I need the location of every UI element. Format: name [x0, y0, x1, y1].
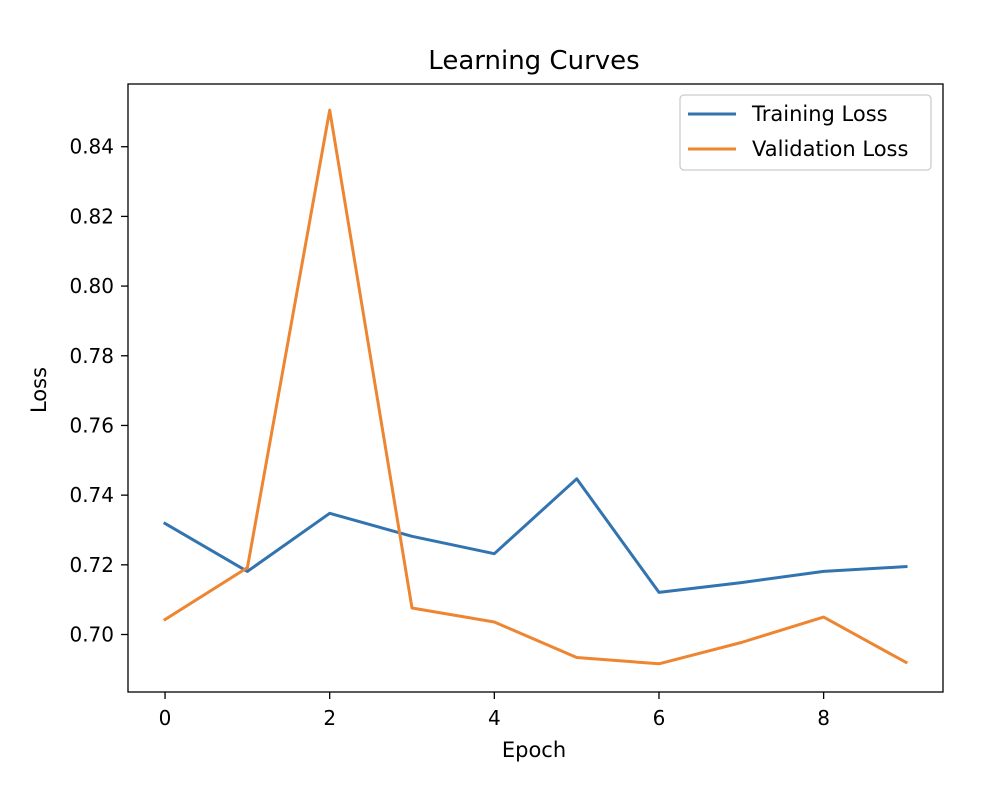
y-tick-label: 0.72: [69, 553, 114, 577]
x-tick-label: 6: [653, 706, 666, 730]
plot-frame: [127, 83, 944, 693]
legend-label-validation-loss: Validation Loss: [752, 137, 908, 161]
legend: Training Loss Validation Loss: [679, 94, 932, 171]
x-axis-ticks: 0 2 4 6 8: [159, 692, 830, 730]
legend-label-training-loss: Training Loss: [751, 102, 888, 126]
y-tick-label: 0.84: [69, 135, 114, 159]
y-tick-label: 0.74: [69, 483, 114, 507]
x-tick-label: 2: [323, 706, 336, 730]
series-line-training-loss: [162, 477, 908, 594]
series-line-validation-loss: [162, 108, 909, 666]
y-axis-ticks: 0.70 0.72 0.74 0.76 0.78 0.80 0.82 0.84: [69, 135, 128, 647]
chart-title: Learning Curves: [428, 46, 639, 76]
y-tick-label: 0.80: [69, 274, 114, 298]
y-axis-label: Loss: [27, 367, 51, 413]
legend-frame: [679, 94, 932, 171]
y-tick-label: 0.78: [69, 344, 114, 368]
x-axis-label: Epoch: [502, 738, 566, 762]
series-lines: [162, 108, 909, 666]
y-tick-label: 0.70: [69, 623, 114, 647]
x-tick-label: 4: [488, 706, 501, 730]
plot-area: [128, 84, 943, 692]
x-tick-label: 8: [817, 706, 830, 730]
x-tick-label: 0: [159, 706, 172, 730]
y-tick-label: 0.82: [69, 204, 114, 228]
y-tick-label: 0.76: [69, 413, 114, 437]
